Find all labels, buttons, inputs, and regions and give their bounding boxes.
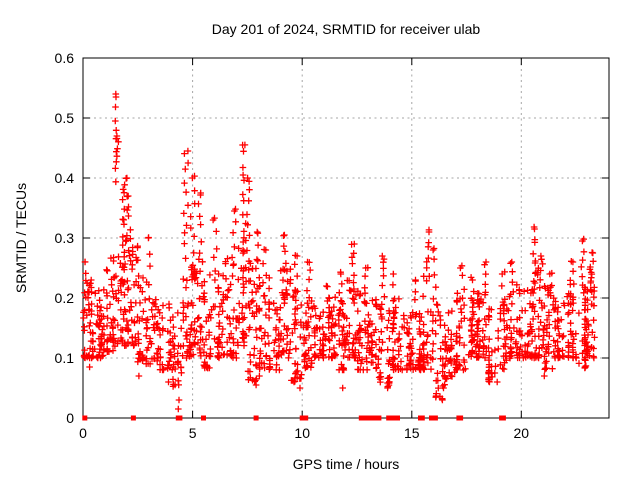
x-tick-label: 15 — [404, 425, 420, 441]
zero-value-marker — [500, 415, 506, 421]
zero-value-marker — [458, 415, 464, 421]
zero-value-marker — [372, 415, 378, 421]
y-tick-label: 0.6 — [55, 50, 75, 66]
zero-value-marker — [177, 415, 183, 421]
zero-value-marker — [360, 415, 366, 421]
zero-value-marker — [395, 415, 400, 421]
x-tick-label: 10 — [294, 425, 310, 441]
y-tick-label: 0 — [66, 410, 74, 426]
zero-value-marker — [419, 415, 425, 421]
zero-value-marker — [201, 415, 206, 421]
x-axis-title: GPS time / hours — [292, 456, 400, 472]
x-tick-label: 20 — [514, 425, 530, 441]
chart-title: Day 201 of 2024, SRMTID for receiver ula… — [211, 21, 481, 37]
x-tick-label: 0 — [79, 425, 87, 441]
zero-value-marker — [130, 415, 136, 421]
y-tick-label: 0.4 — [55, 170, 75, 186]
y-tick-label: 0.3 — [55, 230, 75, 246]
x-tick-label: 5 — [189, 425, 197, 441]
zero-value-marker — [432, 415, 438, 421]
y-tick-label: 0.2 — [55, 290, 75, 306]
y-tick-label: 0.5 — [55, 110, 75, 126]
zero-value-marker — [303, 415, 309, 421]
zero-value-marker — [82, 415, 88, 421]
y-tick-label: 0.1 — [55, 350, 75, 366]
scatter-points — [80, 90, 598, 413]
zero-value-marker — [253, 415, 259, 421]
zero-value-marker — [376, 415, 382, 421]
